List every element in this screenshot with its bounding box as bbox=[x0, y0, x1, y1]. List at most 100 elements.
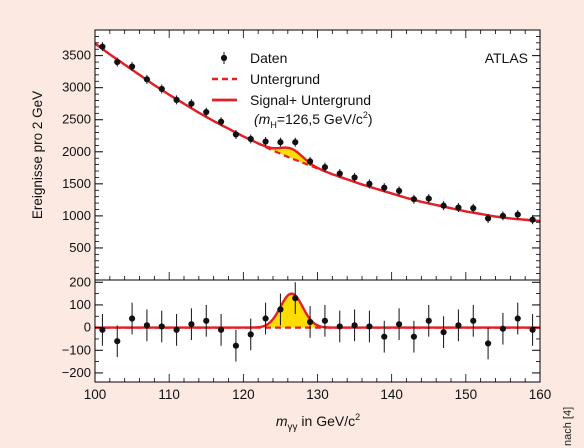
residual-point bbox=[158, 310, 165, 343]
legend-sublabel: (mH=126,5 GeV/c2) bbox=[254, 110, 373, 130]
data-point bbox=[499, 211, 507, 221]
data-marker bbox=[203, 108, 210, 116]
residual-point bbox=[203, 304, 210, 337]
y-tick-label: −100 bbox=[62, 342, 91, 357]
residual-point bbox=[232, 329, 240, 362]
data-point bbox=[262, 137, 269, 147]
residual-point bbox=[143, 309, 151, 342]
data-marker bbox=[143, 322, 151, 329]
data-point bbox=[188, 99, 195, 109]
data-point bbox=[366, 179, 373, 189]
data-marker bbox=[499, 212, 507, 219]
data-marker bbox=[529, 216, 536, 223]
legend-label: Daten bbox=[250, 50, 287, 66]
data-marker bbox=[470, 205, 477, 212]
data-marker bbox=[217, 118, 225, 125]
data-marker bbox=[440, 329, 447, 336]
data-point bbox=[292, 137, 299, 147]
data-point bbox=[321, 162, 329, 172]
data-marker bbox=[232, 342, 240, 349]
y-tick-label: 1500 bbox=[62, 176, 91, 191]
y-tick-label: −200 bbox=[62, 365, 91, 380]
data-point bbox=[143, 74, 151, 84]
data-marker bbox=[484, 340, 492, 347]
data-marker bbox=[366, 180, 373, 187]
data-marker bbox=[262, 138, 269, 145]
data-point bbox=[173, 95, 180, 105]
residual-point bbox=[514, 302, 521, 335]
data-marker bbox=[351, 174, 358, 181]
data-point bbox=[277, 137, 284, 147]
legend: Daten Untergrund Signal+ Untergrund (mH=126… bbox=[212, 50, 373, 130]
data-marker bbox=[173, 326, 180, 333]
data-marker bbox=[499, 325, 507, 332]
atlas-label: ATLAS bbox=[485, 50, 528, 66]
residual-signal-fill bbox=[247, 293, 337, 328]
data-marker bbox=[128, 63, 136, 70]
legend-label: Untergrund bbox=[250, 71, 320, 87]
data-marker bbox=[292, 139, 299, 146]
data-marker bbox=[114, 338, 121, 345]
residual-point bbox=[455, 309, 462, 342]
data-marker bbox=[455, 322, 462, 329]
data-point bbox=[484, 213, 492, 223]
y-tick-label: 2500 bbox=[62, 112, 91, 127]
residual-point bbox=[277, 293, 284, 326]
x-tick-label: 150 bbox=[455, 387, 478, 402]
data-marker bbox=[366, 323, 373, 330]
x-tick-label: 100 bbox=[84, 387, 107, 402]
x-tick-label: 120 bbox=[232, 387, 255, 402]
data-marker bbox=[262, 315, 269, 322]
data-marker bbox=[158, 323, 165, 330]
y-tick-label: 3500 bbox=[62, 48, 91, 63]
data-marker bbox=[173, 96, 180, 103]
residual-point bbox=[381, 320, 388, 353]
x-axis-label: mγγ in GeV/c2 bbox=[276, 412, 360, 433]
residual-point bbox=[440, 316, 447, 348]
data-point bbox=[247, 134, 254, 144]
data-marker bbox=[455, 204, 462, 211]
residual-point bbox=[292, 282, 299, 314]
residual-point bbox=[128, 302, 136, 335]
data-marker bbox=[529, 326, 536, 333]
data-marker bbox=[158, 85, 165, 93]
data-marker bbox=[203, 317, 210, 324]
data-marker bbox=[410, 196, 418, 203]
x-tick-label: 130 bbox=[306, 387, 329, 402]
data-point bbox=[306, 156, 314, 166]
data-point bbox=[114, 57, 121, 67]
figure-credit: nach [4] bbox=[562, 406, 574, 446]
data-marker bbox=[381, 184, 388, 191]
data-marker bbox=[247, 135, 254, 143]
signal-plus-background-line bbox=[94, 42, 541, 223]
data-point bbox=[336, 169, 343, 179]
data-marker bbox=[336, 170, 343, 177]
data-marker bbox=[395, 321, 403, 328]
x-tick-label: 160 bbox=[529, 387, 552, 402]
data-point bbox=[529, 215, 536, 225]
data-point bbox=[470, 203, 477, 213]
y-tick-label: 0 bbox=[84, 320, 91, 335]
residual-point bbox=[351, 309, 358, 342]
data-point bbox=[217, 117, 225, 127]
residual-point bbox=[470, 304, 477, 337]
legend-item-data: Daten bbox=[220, 50, 287, 66]
top-plot-area bbox=[95, 30, 540, 280]
data-marker bbox=[425, 195, 432, 202]
data-marker bbox=[425, 317, 432, 324]
legend-item-signal-background: Signal+ Untergrund (mH=126,5 GeV/c2) bbox=[212, 92, 373, 130]
data-point bbox=[232, 130, 240, 139]
data-marker bbox=[484, 215, 492, 222]
x-tick-label: 110 bbox=[158, 387, 180, 402]
bottom-plot-frame bbox=[94, 279, 541, 383]
residual-signal-line bbox=[95, 292, 540, 329]
data-marker bbox=[99, 326, 106, 333]
data-point bbox=[99, 42, 106, 52]
data-marker bbox=[277, 139, 284, 146]
data-marker bbox=[143, 76, 151, 83]
data-point bbox=[425, 194, 432, 204]
data-marker bbox=[514, 315, 521, 322]
residual-point bbox=[425, 304, 432, 337]
data-marker bbox=[351, 322, 358, 329]
data-point bbox=[410, 194, 418, 204]
